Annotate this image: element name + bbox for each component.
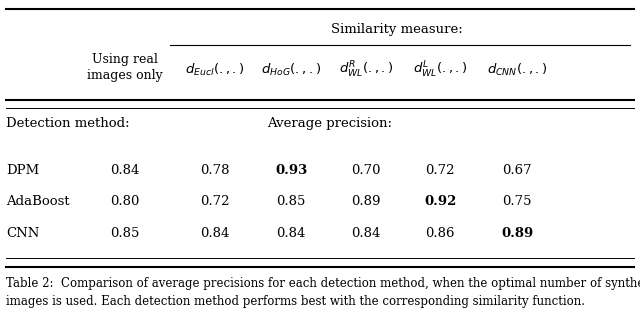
Text: 0.84: 0.84 [110,164,140,177]
Text: 0.80: 0.80 [110,195,140,208]
Text: 0.70: 0.70 [351,164,381,177]
Text: 0.89: 0.89 [351,195,381,208]
Text: AdaBoost: AdaBoost [6,195,70,208]
Text: 0.84: 0.84 [200,227,229,240]
Text: $d^{R}_{\mathit{WL}}(.,.)$: $d^{R}_{\mathit{WL}}(.,.)$ [339,60,394,80]
Text: 0.92: 0.92 [424,195,456,208]
Text: 0.84: 0.84 [351,227,381,240]
Text: $d^{L}_{\mathit{WL}}(.,.)$: $d^{L}_{\mathit{WL}}(.,.)$ [413,60,468,80]
Text: $d_{\mathit{CNN}}(.,.)$: $d_{\mathit{CNN}}(.,.)$ [487,62,547,79]
Text: 0.86: 0.86 [426,227,455,240]
Text: Similarity measure:: Similarity measure: [331,23,463,36]
Text: images is used. Each detection method performs best with the corresponding simil: images is used. Each detection method pe… [6,295,586,308]
Text: Average precision:: Average precision: [267,117,392,130]
Text: 0.85: 0.85 [110,227,140,240]
Text: 0.84: 0.84 [276,227,306,240]
Text: 0.93: 0.93 [275,164,307,177]
Text: Table 2:  Comparison of average precisions for each detection method, when the o: Table 2: Comparison of average precision… [6,277,640,290]
Text: $d_{\mathit{Eucl}}(.,.)$: $d_{\mathit{Eucl}}(.,.)$ [184,62,244,79]
Text: $d_{\mathit{HoG}}(.,.)$: $d_{\mathit{HoG}}(.,.)$ [261,62,321,79]
Text: 0.89: 0.89 [501,227,533,240]
Text: Using real
images only: Using real images only [87,53,163,82]
Text: 0.72: 0.72 [426,164,455,177]
Text: 0.75: 0.75 [502,195,532,208]
Text: 0.85: 0.85 [276,195,306,208]
Text: DPM: DPM [6,164,40,177]
Text: 0.72: 0.72 [200,195,229,208]
Text: Detection method:: Detection method: [6,117,130,130]
Text: CNN: CNN [6,227,40,240]
Text: 0.67: 0.67 [502,164,532,177]
Text: 0.78: 0.78 [200,164,229,177]
